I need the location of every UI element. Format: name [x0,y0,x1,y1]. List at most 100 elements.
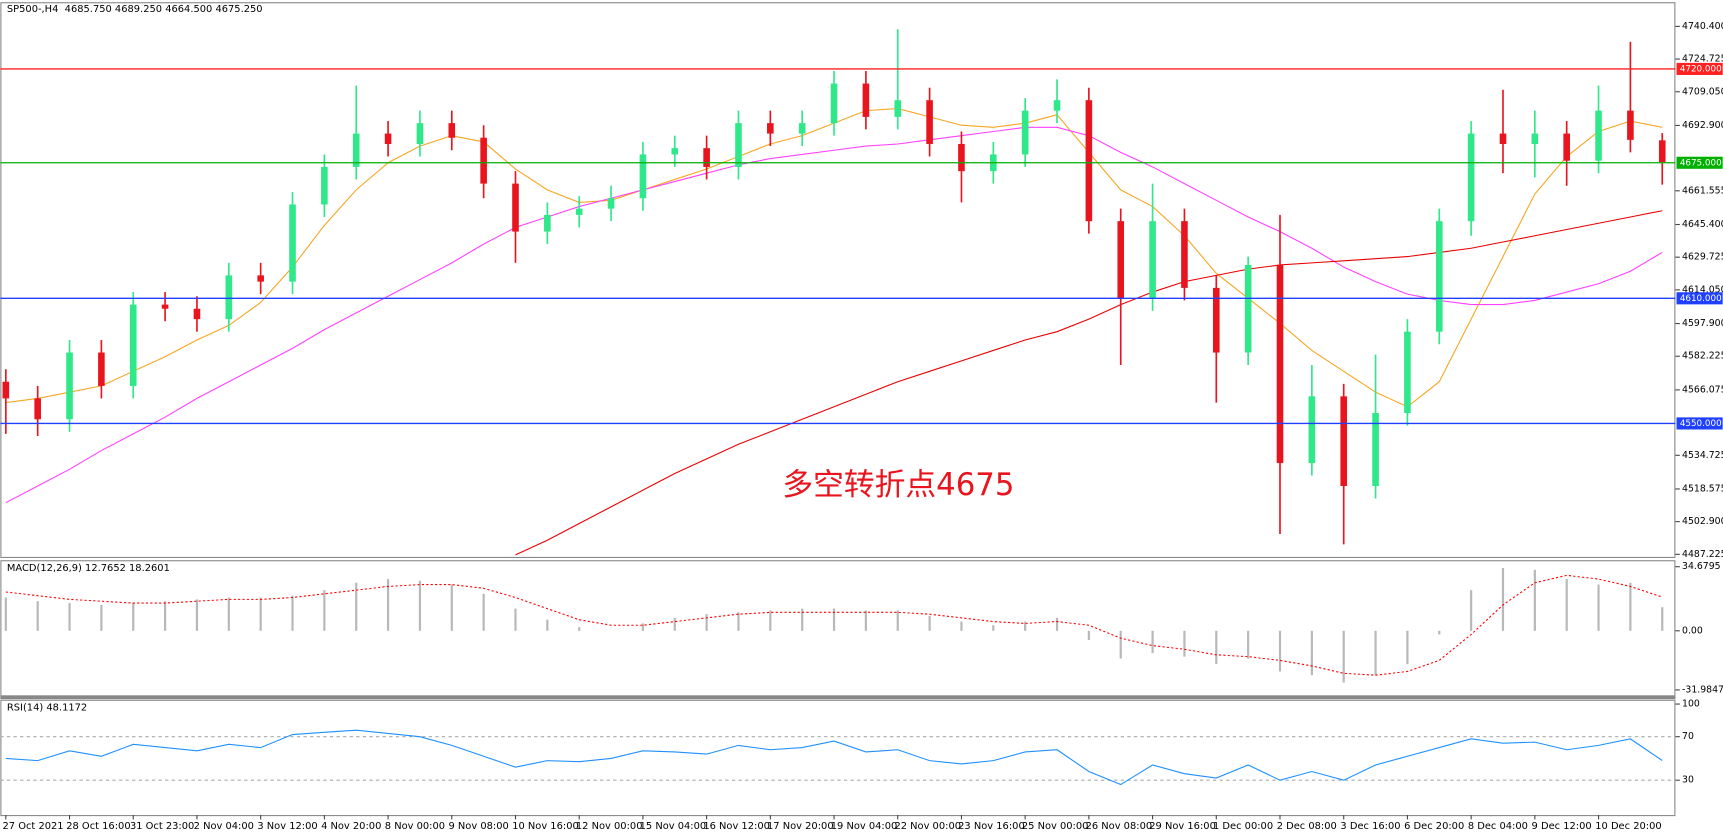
level-label: 4550.000 [1680,419,1722,429]
y-tick-label: 0.00 [1682,625,1703,636]
candle-body [1244,264,1252,353]
x-tick-label: 9 Dec 12:00 [1532,821,1592,832]
y-tick-label: 4597.900 [1682,318,1723,329]
rsi-title: RSI(14) 48.1172 [7,702,87,713]
macd-bar [1055,617,1059,631]
macd-bar [641,623,645,631]
y-tick-label: 4582.225 [1682,351,1723,362]
candle-body [1627,110,1634,140]
candle-body [1340,396,1348,486]
candle-body [98,352,105,386]
macd-bar [992,625,995,631]
y-tick-label: 30 [1682,775,1694,786]
y-tick-label: 4534.725 [1682,450,1723,461]
candle-body [607,198,615,209]
y-tick-label: 100 [1682,699,1700,710]
macd-bar [68,603,71,631]
candle-body [575,208,583,215]
candle-body [639,154,647,199]
candle-body [671,148,679,155]
macd-bar [546,619,549,631]
macd-title: MACD(12,26,9) 12.7652 18.2601 [7,563,170,574]
macd-bar [482,593,485,631]
x-tick-label: 4 Nov 20:00 [321,821,381,832]
macd-bar [1470,590,1473,631]
x-tick-label: 10 Dec 20:00 [1595,821,1661,832]
rsi-line [5,729,1663,786]
macd-bar [801,608,804,631]
x-tick-label: 25 Nov 00:00 [1022,821,1089,832]
y-tick-label: 4692.900 [1682,120,1723,131]
x-tick-label: 28 Oct 16:00 [66,821,130,832]
price-panel [0,2,1676,558]
candle-body [34,398,41,420]
candle-body [767,123,774,134]
candle-body [926,100,933,145]
macd-bar [4,597,7,631]
candle-body [1276,264,1284,464]
macd-bar [769,610,772,631]
y-tick-label: 4502.900 [1682,516,1723,527]
macd-signal [5,574,1663,676]
macd-bar [1151,630,1154,653]
y-tick-label: 70 [1682,731,1694,742]
macd-bar [1438,630,1441,635]
x-tick-label: 1 Dec 00:00 [1213,821,1273,832]
candle-body [1117,221,1125,299]
level-label-box [1676,62,1723,75]
candle-body [1308,396,1316,464]
macd-bar [355,582,358,631]
macd-bar [864,610,867,631]
level-label-box [1676,417,1723,430]
y-tick-label: 4645.400 [1682,219,1723,230]
macd-bar [1501,567,1505,631]
level-label: 4610.000 [1680,294,1722,304]
moving-average [515,210,1663,556]
panel-divider [0,695,1676,700]
macd-bar [705,614,708,631]
level-label-box [1676,156,1723,169]
x-tick-label: 22 Nov 00:00 [894,821,961,832]
candle-body [480,137,487,184]
x-tick-label: 15 Nov 04:00 [640,821,707,832]
x-tick-label: 2 Nov 04:00 [194,821,254,832]
macd-bar [1661,607,1664,631]
chart-title: SP500-,H4 4685.750 4689.250 4664.500 467… [7,4,263,15]
candle-body [544,214,551,232]
macd-bar [1119,630,1122,659]
macd-bar [386,579,390,631]
macd-bar [1215,630,1218,665]
candle-body [1563,133,1570,161]
candle-body [1085,100,1093,222]
macd-bar [323,590,326,631]
y-tick-label: 4724.725 [1682,54,1723,65]
candle-body [1181,221,1188,288]
y-tick-label: 4518.575 [1682,483,1723,494]
candle-body [1021,110,1029,155]
candle-body [798,123,806,134]
macd-bar [1342,630,1345,683]
macd-bar [673,617,676,631]
candle-body [384,133,392,145]
candle-body [1499,133,1507,145]
candle-body [289,204,296,282]
level-label: 4720.000 [1680,64,1722,74]
candle-body [703,148,710,167]
x-tick-label: 8 Nov 00:00 [385,821,445,832]
candle-body [1212,287,1220,353]
macd-bar [227,597,230,631]
candle-body [735,123,742,167]
y-tick-label: 34.6795 [1682,561,1721,572]
level-label: 4675.000 [1680,158,1722,168]
candle-body [193,308,201,320]
x-tick-label: 17 Nov 20:00 [767,821,834,832]
moving-average [5,126,1663,504]
candle-body [448,123,456,138]
macd-bar [514,608,517,631]
candle-body [1149,221,1156,299]
y-tick-label: 4487.225 [1682,549,1723,560]
candle-body [862,83,870,117]
macd-bar [195,599,199,631]
y-tick-label: 4740.400 [1682,21,1723,32]
x-tick-label: 9 Nov 08:00 [448,821,508,832]
